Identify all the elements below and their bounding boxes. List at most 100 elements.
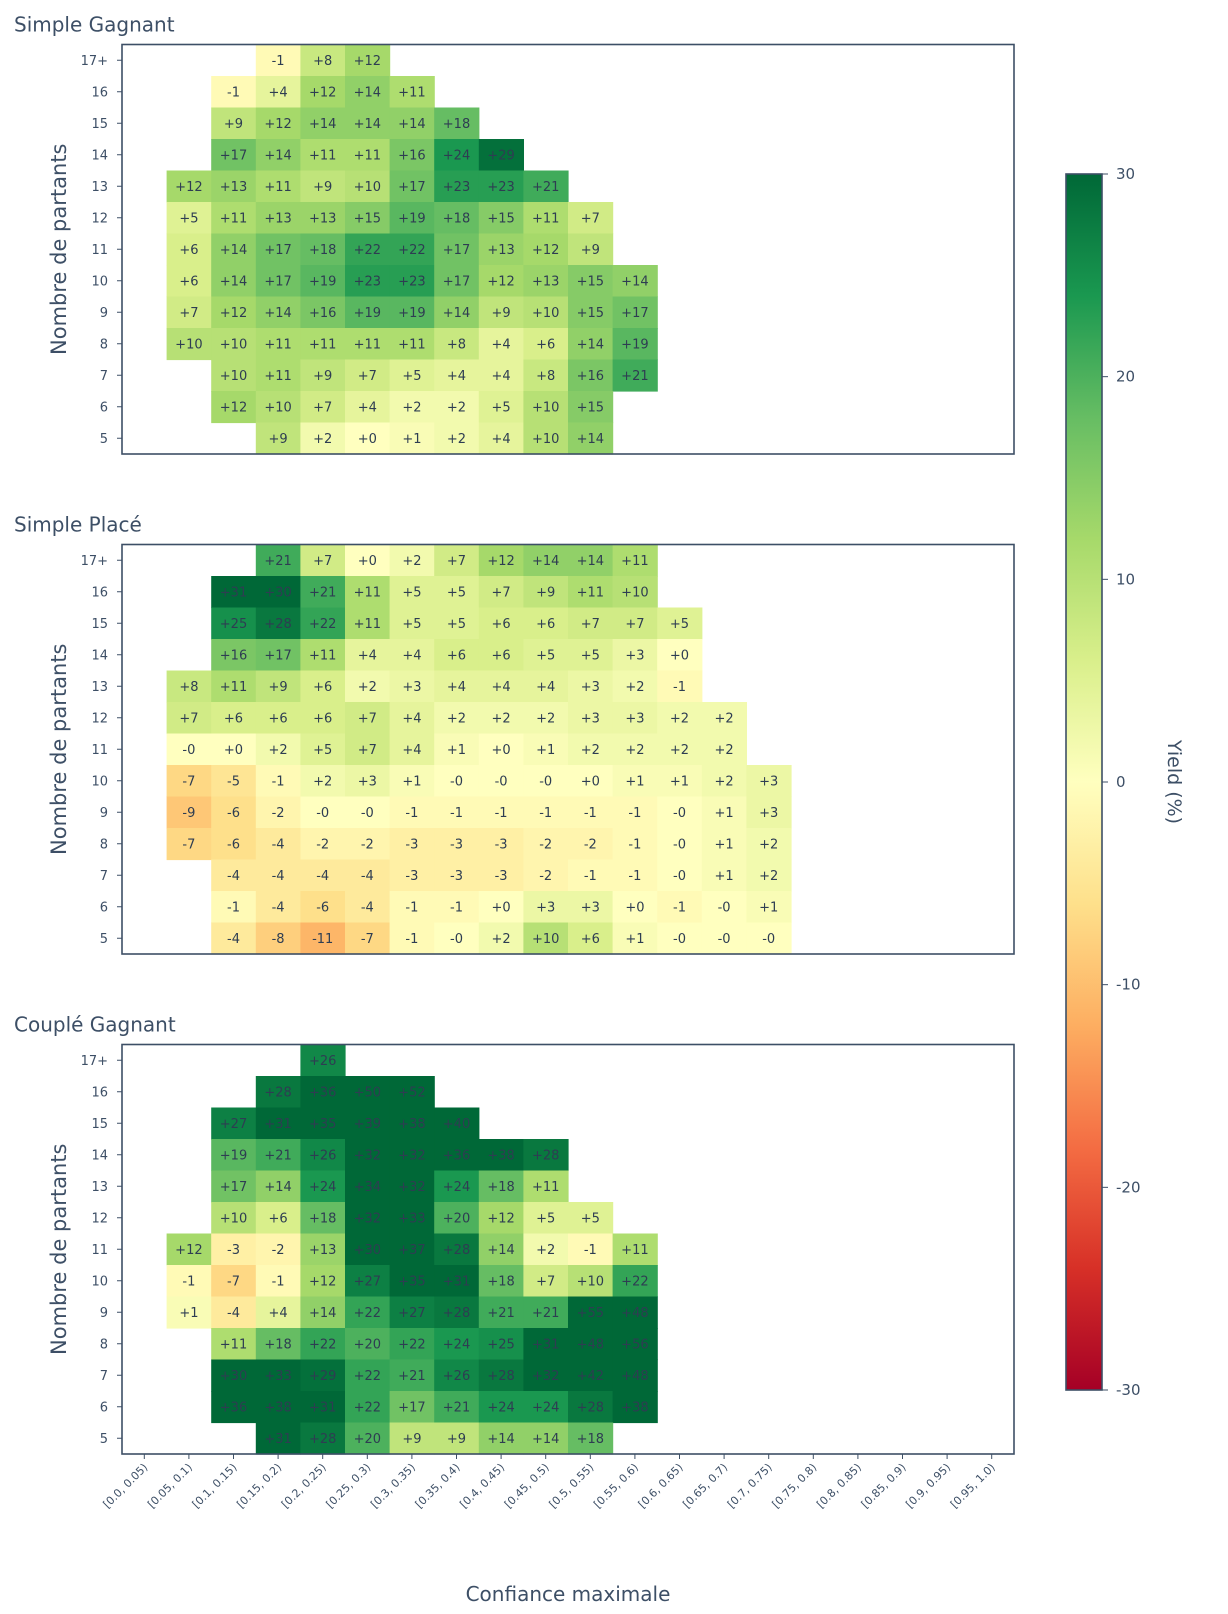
cell-label: -4 [272, 837, 285, 852]
cell-label: +1 [447, 743, 466, 758]
heatmap-cell [568, 359, 614, 392]
heatmap-cell [166, 796, 212, 829]
heatmap-cell [300, 44, 346, 77]
cell-label: +10 [264, 400, 291, 415]
heatmap-cell [657, 891, 703, 924]
heatmap-cell [300, 1233, 346, 1266]
heatmap-cell [255, 233, 301, 266]
heatmap-cell [389, 1076, 435, 1109]
heatmap-cell [300, 107, 346, 140]
cell-label: +7 [358, 369, 377, 384]
heatmap-cell [657, 922, 703, 955]
heatmap-cell [255, 170, 301, 203]
cell-label: +14 [621, 274, 648, 289]
heatmap-cell [389, 1422, 435, 1455]
cell-label: +0 [492, 743, 511, 758]
cell-label: +10 [532, 932, 559, 947]
heatmap-cell [389, 1107, 435, 1140]
cell-label: +23 [354, 274, 381, 289]
heatmap-cell [300, 202, 346, 235]
heatmap-cell [345, 170, 391, 203]
heatmap-cell [523, 765, 569, 798]
heatmap-cell [255, 1328, 301, 1361]
heatmap-cell [523, 1139, 569, 1172]
heatmap-cell [434, 328, 480, 361]
y-tick-label: 17+ [81, 554, 108, 569]
heatmap-cell [523, 1233, 569, 1266]
heatmap-cell [211, 359, 257, 392]
x-tick-label: [0.8, 0.85) [814, 1461, 864, 1511]
cell-label: +17 [621, 306, 648, 321]
cell-label: +0 [358, 432, 377, 447]
cell-label: +9 [269, 432, 288, 447]
heatmap-cell [612, 296, 658, 329]
cell-label: -1 [628, 869, 641, 884]
y-tick-label: 7 [100, 869, 108, 884]
heatmap-cell [345, 576, 391, 609]
heatmap-cell [568, 265, 614, 298]
heatmap-cell [211, 328, 257, 361]
heatmap-cell [434, 1202, 480, 1235]
heatmap-cell [345, 107, 391, 140]
cell-label: +12 [175, 1243, 202, 1258]
cell-label: -11 [312, 932, 333, 947]
cell-label: +6 [447, 648, 466, 663]
cell-label: +2 [536, 1243, 555, 1258]
heatmap-cell [300, 1422, 346, 1455]
heatmap-cell [523, 828, 569, 861]
cell-label: +15 [577, 274, 604, 289]
heatmap-cell [746, 796, 792, 829]
cell-label: +27 [398, 1306, 425, 1321]
heatmap-cell [389, 76, 435, 109]
heatmap-cell [389, 639, 435, 672]
cell-label: +32 [354, 1148, 381, 1163]
heatmap-cell [568, 202, 614, 235]
cell-label: +28 [264, 1085, 291, 1100]
heatmap-cell [523, 422, 569, 455]
heatmap-cell [523, 891, 569, 924]
cell-label: +12 [487, 1211, 514, 1226]
heatmap-cell [255, 1391, 301, 1424]
heatmap-cell [478, 639, 524, 672]
heatmap-cell [255, 265, 301, 298]
heatmap-cell [389, 733, 435, 766]
heatmap-cell [701, 922, 747, 955]
heatmap-cell [478, 233, 524, 266]
cell-label: -1 [584, 869, 597, 884]
y-tick-label: 16 [91, 1085, 108, 1100]
cell-label: +4 [492, 432, 511, 447]
heatmap-cell [657, 639, 703, 672]
x-tick-label: [0.45, 0.5) [502, 1461, 552, 1511]
cell-label: +3 [358, 774, 377, 789]
cell-label: +16 [398, 148, 425, 163]
heatmap-cell [434, 607, 480, 640]
heatmap-cell [657, 859, 703, 892]
heatmap-cell [300, 828, 346, 861]
cell-label: +22 [309, 1337, 336, 1352]
heatmap-cell [389, 922, 435, 955]
cell-label: +6 [313, 711, 332, 726]
heatmap-cell [568, 233, 614, 266]
heatmap-cell [434, 139, 480, 172]
cell-label: +3 [581, 900, 600, 915]
cell-label: +6 [179, 274, 198, 289]
cell-label: -6 [316, 900, 329, 915]
cell-label: +11 [621, 554, 648, 569]
cell-label: -2 [539, 869, 552, 884]
cell-label: -4 [272, 900, 285, 915]
heatmap-cell [434, 639, 480, 672]
cell-label: -1 [405, 900, 418, 915]
heatmap-cell [612, 859, 658, 892]
cell-label: +11 [220, 211, 247, 226]
cell-label: +0 [581, 774, 600, 789]
heatmap-cell [478, 1265, 524, 1298]
heatmap-cell [166, 202, 212, 235]
y-tick-label: 13 [91, 1180, 108, 1195]
x-tick-label: [0.75, 0.8) [770, 1461, 820, 1511]
heatmap-cell [345, 1359, 391, 1392]
heatmap-cell [345, 796, 391, 829]
cell-label: +26 [443, 1369, 470, 1384]
heatmap-cell [211, 1107, 257, 1140]
cell-label: -9 [182, 806, 195, 821]
heatmap-cell [568, 296, 614, 329]
